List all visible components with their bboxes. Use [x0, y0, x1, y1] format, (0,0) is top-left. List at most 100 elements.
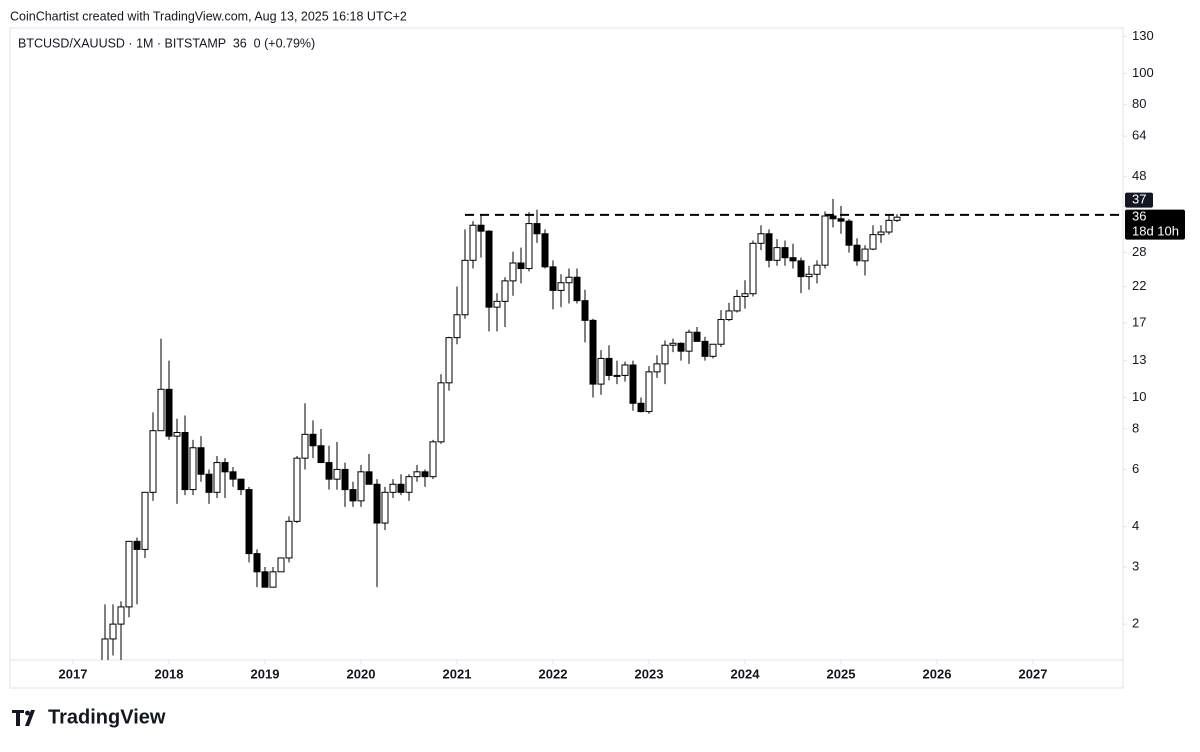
candle-body	[317, 445, 325, 464]
price-label-box	[1125, 192, 1153, 208]
candle-body	[413, 471, 421, 478]
candle-body	[701, 340, 709, 357]
x-tick-label: 2025	[827, 666, 856, 681]
y-tick-label: 17	[1132, 314, 1146, 329]
credit: CoinChartist created with TradingView.co…	[10, 9, 407, 23]
y-tick-label: 22	[1132, 278, 1146, 293]
price-label-box	[1125, 209, 1185, 240]
candle-body	[829, 215, 837, 220]
candle-body	[197, 447, 205, 475]
candle-body	[205, 473, 213, 493]
y-tick-label: 6	[1132, 461, 1139, 476]
candle-body	[821, 215, 829, 266]
candle-body	[733, 295, 741, 312]
candle-body	[461, 259, 469, 316]
candle-body	[645, 371, 653, 413]
countdown: 18d 10h	[1132, 224, 1179, 239]
candle-body	[141, 491, 149, 550]
candle-body	[173, 432, 181, 437]
candle-body	[637, 402, 645, 413]
candle-body	[365, 471, 373, 485]
candle-body	[629, 364, 637, 404]
candle-body	[813, 264, 821, 275]
plot	[101, 198, 901, 660]
candle-body	[373, 483, 381, 524]
candle-body	[509, 262, 517, 282]
candle-body	[549, 266, 557, 291]
candle-body	[381, 491, 389, 524]
candle-body	[357, 471, 365, 502]
candle-body	[165, 388, 173, 437]
candle-body	[717, 319, 725, 345]
candle-body	[693, 331, 701, 342]
candle-body	[421, 471, 429, 478]
x-tick-label: 2022	[539, 666, 568, 681]
candle-body	[213, 462, 221, 493]
candle-body	[437, 382, 445, 443]
candle-body	[477, 224, 485, 232]
candle-body	[709, 343, 717, 357]
x-tick-label: 2020	[347, 666, 376, 681]
candle-body	[685, 331, 693, 352]
logo	[12, 710, 35, 726]
candle-body	[341, 468, 349, 491]
candle-body	[581, 300, 589, 321]
candle-body	[853, 244, 861, 262]
candle-body	[261, 571, 269, 588]
x-tick-label: 2027	[1019, 666, 1048, 681]
price-label: 37	[1132, 192, 1146, 207]
candle-body	[349, 489, 357, 502]
candle-body	[445, 337, 453, 384]
candle-body	[253, 553, 261, 573]
candle-body	[669, 342, 677, 346]
candle-body	[245, 489, 253, 555]
candle-body	[469, 224, 477, 261]
candle-body	[453, 314, 461, 339]
candle-body	[805, 273, 813, 278]
y-tick-label: 64	[1132, 128, 1146, 143]
candle-body	[845, 220, 853, 246]
candle-body	[725, 310, 733, 321]
candle-body	[501, 280, 509, 302]
y-tick-label: 48	[1132, 168, 1146, 183]
y-tick-label: 13	[1132, 352, 1146, 367]
candle-body	[333, 468, 341, 480]
candle-body	[597, 357, 605, 385]
y-tick-label: 3	[1132, 558, 1139, 573]
candle-body	[621, 364, 629, 376]
y-tick-label: 130	[1132, 28, 1154, 43]
candle-body	[285, 520, 293, 559]
candle-body	[189, 447, 197, 491]
candle-body	[405, 476, 413, 493]
x-tick-label: 2018	[155, 666, 184, 681]
candle-body	[533, 223, 541, 235]
candle-body	[661, 344, 669, 365]
y-tick-label: 28	[1132, 244, 1146, 259]
candle-body	[869, 234, 877, 250]
candle-body	[653, 363, 661, 373]
x-tick-label: 2024	[731, 666, 761, 681]
candle-body	[677, 342, 685, 352]
candle-body	[125, 540, 133, 608]
y-tick-label: 8	[1132, 420, 1139, 435]
candle-body	[237, 478, 245, 491]
plot-frame	[9, 27, 1124, 689]
y-tick-label: 4	[1132, 518, 1139, 533]
candle-body	[133, 540, 141, 550]
y-tick-label: 80	[1132, 96, 1146, 111]
y-tick-label: 2	[1132, 616, 1139, 631]
candle-body	[573, 276, 581, 302]
candle-body	[613, 374, 621, 377]
candle-body	[877, 231, 885, 236]
candle-body	[109, 623, 117, 640]
candle-body	[885, 219, 893, 233]
candle-body	[325, 462, 333, 480]
candle-body	[269, 571, 277, 588]
candle-body	[749, 242, 757, 295]
candle-body	[181, 432, 189, 491]
candle-body	[517, 262, 525, 270]
candle-body	[757, 233, 765, 244]
candle-body	[797, 260, 805, 278]
candle-body	[389, 483, 397, 493]
